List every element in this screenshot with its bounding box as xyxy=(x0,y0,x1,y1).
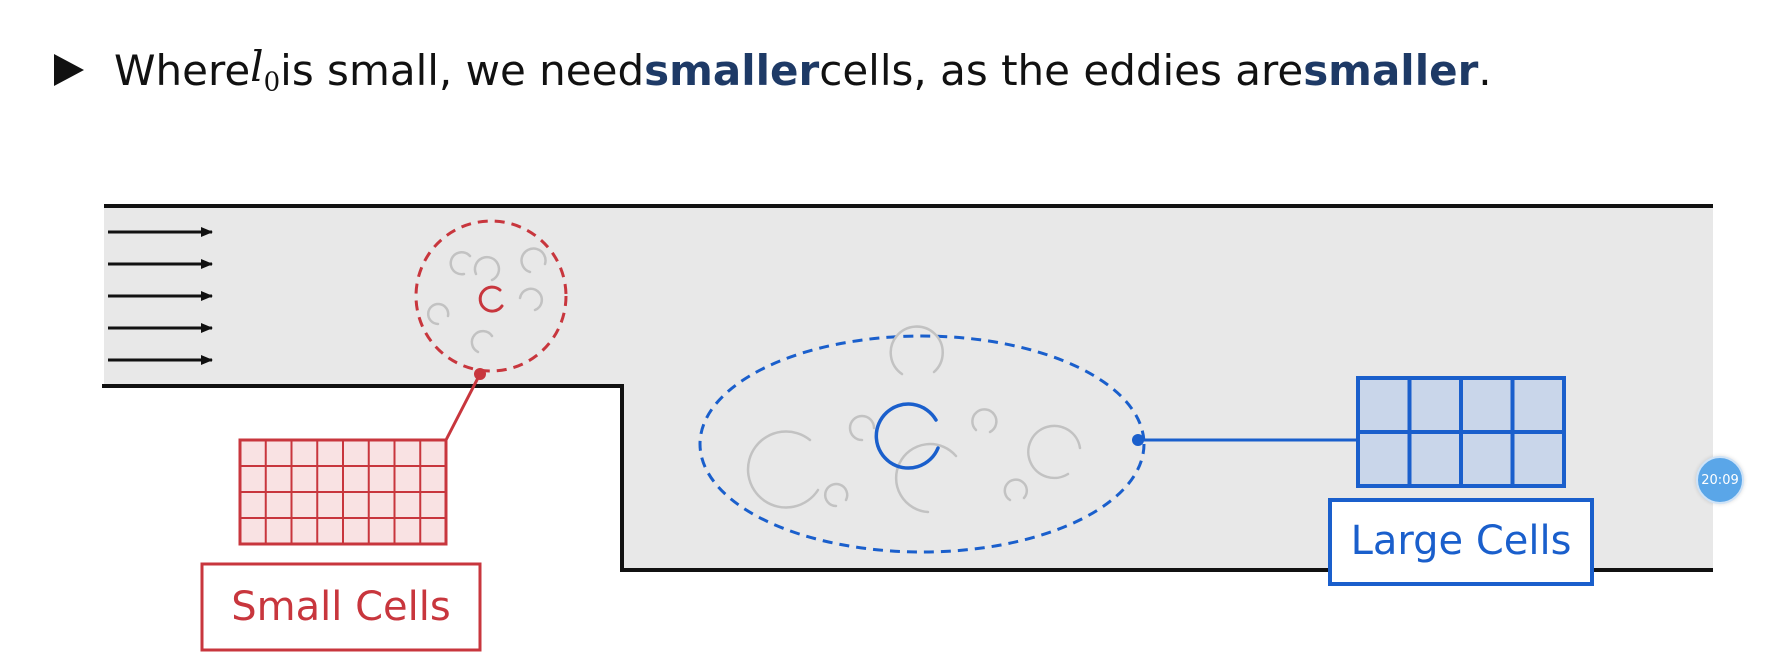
large-cells-label-text: Large Cells xyxy=(1351,518,1572,564)
large-eddy-gray-3 xyxy=(894,442,958,514)
small-eddy-gray-3 xyxy=(518,287,544,312)
inflow-arrows xyxy=(108,227,213,365)
large-cells-grid xyxy=(1356,376,1566,488)
small-eddy-gray-5 xyxy=(470,329,494,354)
small-eddy-boundary xyxy=(414,219,568,373)
bullet-text-line: Where l0 is small, we need smaller cells… xyxy=(54,38,1492,102)
large-eddy-gray-7 xyxy=(823,482,849,508)
bullet-triangle-icon xyxy=(54,54,84,86)
large-eddy-highlight xyxy=(874,402,940,470)
bullet-part-3: cells, as the eddies are xyxy=(819,45,1304,95)
emphasis-smaller-2: smaller xyxy=(1303,45,1479,95)
small-cells-connector-dot xyxy=(474,368,486,380)
emphasis-smaller-1: smaller xyxy=(644,45,820,95)
bullet-part-1: Where xyxy=(114,45,251,95)
video-timer-badge[interactable]: 20:09 xyxy=(1696,456,1744,504)
fluid-domain xyxy=(104,206,1713,570)
small-eddy-gray-6 xyxy=(473,255,501,282)
large-eddy-gray-5 xyxy=(848,414,876,442)
large-cells-label-box xyxy=(1328,498,1594,586)
small-eddy-region xyxy=(414,219,568,373)
bullet-part-4: . xyxy=(1478,45,1492,95)
math-variable: l0 xyxy=(250,42,280,97)
small-cells-label: Small Cells xyxy=(200,562,482,652)
math-variable-symbol: l xyxy=(250,42,264,92)
small-eddy-highlight xyxy=(478,285,504,313)
large-cells-connector-dot xyxy=(1132,434,1144,446)
small-cells-label-box xyxy=(200,562,482,652)
small-eddy-gray-2 xyxy=(520,247,547,274)
large-eddy-region xyxy=(698,325,1146,554)
bullet-part-2: is small, we need xyxy=(280,45,645,95)
large-eddy-gray-8 xyxy=(1003,478,1029,502)
math-subscript: 0 xyxy=(263,67,281,98)
large-eddy-gray-4 xyxy=(1027,424,1082,480)
small-cells-grid xyxy=(238,438,448,546)
large-eddy-gray-1 xyxy=(746,430,820,509)
step-wall xyxy=(102,384,1713,572)
large-eddy-gray-2 xyxy=(889,325,944,376)
small-cells-connector xyxy=(444,373,482,441)
large-cells-label: Large Cells xyxy=(1328,498,1594,586)
small-eddy-gray-1 xyxy=(449,251,472,276)
large-eddy-boundary xyxy=(698,334,1146,554)
small-cells-label-text: Small Cells xyxy=(231,584,450,630)
large-eddy-gray-6 xyxy=(971,408,998,434)
small-eddy-gray-4 xyxy=(426,302,450,326)
